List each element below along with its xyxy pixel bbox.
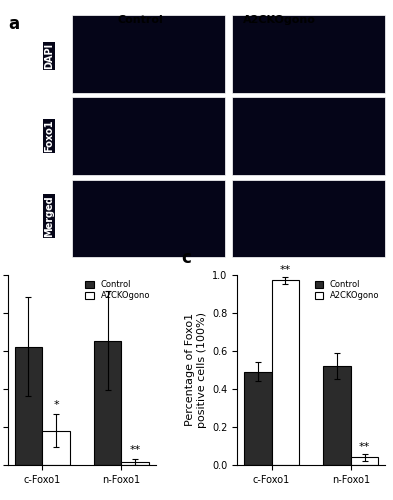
Text: Foxo1: Foxo1: [44, 120, 54, 152]
Text: DAPI: DAPI: [44, 43, 54, 70]
Text: **: **: [280, 264, 291, 274]
Text: Merged: Merged: [44, 195, 54, 237]
Text: c: c: [181, 249, 191, 267]
Text: **: **: [359, 442, 370, 452]
Text: *: *: [53, 400, 59, 410]
FancyBboxPatch shape: [232, 98, 385, 175]
Text: Control: Control: [117, 15, 163, 25]
Bar: [94, 341, 121, 465]
FancyBboxPatch shape: [232, 180, 385, 258]
Bar: [323, 366, 351, 465]
Bar: [42, 430, 70, 465]
Bar: [15, 347, 42, 465]
Bar: [121, 462, 149, 465]
Bar: [244, 372, 272, 465]
Y-axis label: Percentage of Foxo1
positive cells (100%): Percentage of Foxo1 positive cells (100%…: [185, 312, 207, 428]
Legend: Control, A2CKOgono: Control, A2CKOgono: [313, 279, 381, 302]
FancyBboxPatch shape: [232, 15, 385, 92]
FancyBboxPatch shape: [72, 15, 225, 92]
Text: **: **: [130, 445, 141, 455]
Text: A2CKOgono: A2CKOgono: [243, 15, 316, 25]
FancyBboxPatch shape: [72, 180, 225, 258]
Bar: [351, 458, 378, 465]
Text: a: a: [8, 15, 19, 33]
Legend: Control, A2CKOgono: Control, A2CKOgono: [84, 279, 152, 302]
FancyBboxPatch shape: [72, 98, 225, 175]
Bar: [272, 280, 299, 465]
